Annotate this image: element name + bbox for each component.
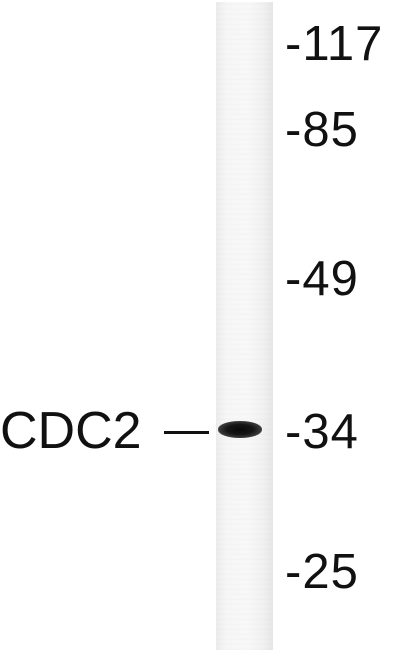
molecular-weight-marker-49: -49 (285, 252, 359, 306)
protein-band (218, 421, 262, 438)
molecular-weight-marker-25: -25 (285, 545, 359, 599)
gel-lane (216, 2, 273, 650)
molecular-weight-marker-34: -34 (285, 405, 359, 459)
lane-texture (216, 2, 273, 650)
molecular-weight-marker-117: -117 (285, 17, 384, 71)
target-indicator-line (164, 431, 209, 434)
molecular-weight-marker-85: -85 (285, 103, 359, 157)
target-protein-label: CDC2 (0, 402, 142, 460)
